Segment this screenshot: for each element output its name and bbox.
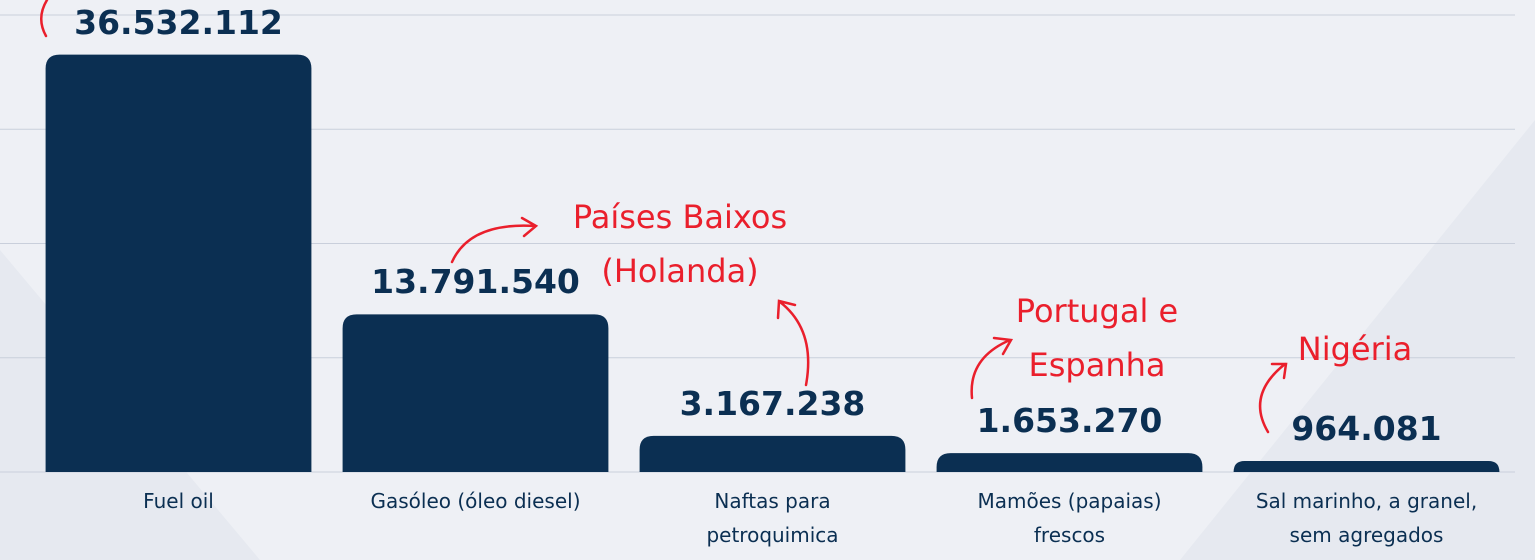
value-label: 13.791.540 xyxy=(371,262,580,302)
x-tick-label: Gasóleo (óleo diesel) xyxy=(370,489,581,513)
bar xyxy=(936,453,1203,472)
bar xyxy=(1233,460,1500,472)
background-shape xyxy=(1180,120,1535,560)
arrow xyxy=(1258,362,1288,434)
value-label: 3.167.238 xyxy=(679,383,866,423)
bar xyxy=(342,314,609,472)
value-label: 964.081 xyxy=(1291,408,1442,448)
x-tick-label: Sal marinho, a granel, sem agregados xyxy=(1255,489,1478,547)
x-tick-label: Fuel oil xyxy=(143,489,214,513)
x-tick-label: Mamões (papaias) frescos xyxy=(977,489,1162,547)
value-label: 1.653.270 xyxy=(976,401,1163,441)
annotation: Portugal e Espanha xyxy=(1015,292,1179,384)
arrow xyxy=(970,336,1014,400)
arrow xyxy=(776,299,810,387)
bar xyxy=(639,435,906,472)
arrows xyxy=(40,0,1288,434)
arrow xyxy=(450,216,539,264)
x-tick-label: Naftas para petroquimica xyxy=(706,489,839,547)
annotation: Países Baixos (Holanda) xyxy=(572,198,788,290)
value-label: 36.532.112 xyxy=(74,2,283,42)
annotation: Nigéria xyxy=(1297,330,1413,368)
bar xyxy=(45,54,312,473)
arrow xyxy=(40,0,49,38)
